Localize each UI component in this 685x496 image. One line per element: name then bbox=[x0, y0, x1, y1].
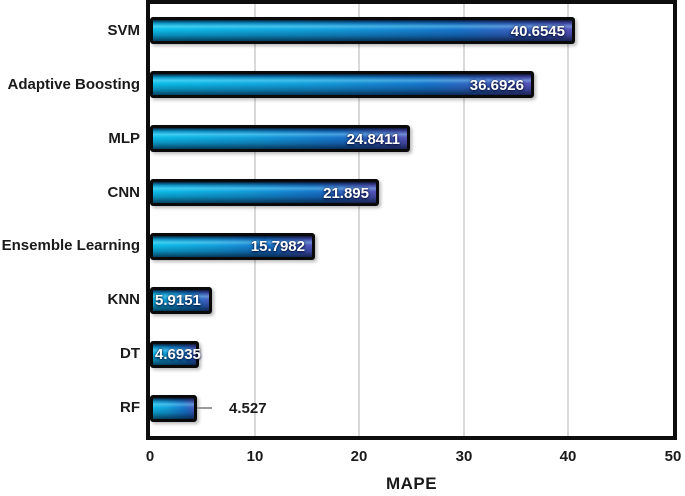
category-label-rf: RF bbox=[120, 399, 140, 417]
bar-value-label-knn: 5.9151 bbox=[155, 292, 201, 310]
plot-area bbox=[146, 0, 677, 440]
category-label-ensemble-learning: Ensemble Learning bbox=[1, 237, 140, 255]
gridline-30 bbox=[462, 4, 465, 436]
bar-value-label-adaptive-boosting: 36.6926 bbox=[469, 76, 524, 94]
bar-mlp bbox=[150, 125, 410, 152]
x-tick-label-0: 0 bbox=[145, 448, 155, 465]
category-label-dt: DT bbox=[120, 345, 140, 363]
error-whisker bbox=[197, 407, 212, 410]
bar-dt bbox=[150, 341, 199, 368]
bar-ensemble-learning bbox=[150, 233, 315, 260]
bar-adaptive-boosting bbox=[150, 71, 534, 98]
bar-value-label-svm: 40.6545 bbox=[510, 22, 565, 40]
category-label-mlp: MLP bbox=[108, 129, 140, 147]
category-label-svm: SVM bbox=[107, 21, 140, 39]
bar-value-label-cnn: 21.895 bbox=[323, 184, 369, 202]
x-tick-label-50: 50 bbox=[664, 448, 682, 465]
bar-svm bbox=[150, 17, 575, 44]
gridline-40 bbox=[567, 4, 570, 436]
x-tick-label-40: 40 bbox=[559, 448, 577, 465]
x-axis-title: MAPE bbox=[385, 474, 438, 493]
x-tick-label-20: 20 bbox=[350, 448, 368, 465]
bar-value-label-dt: 4.6935 bbox=[155, 346, 201, 364]
bar-value-label-mlp: 24.8411 bbox=[346, 130, 400, 148]
category-label-cnn: CNN bbox=[107, 183, 141, 201]
category-label-adaptive-boosting: Adaptive Boosting bbox=[7, 75, 140, 93]
bar-knn bbox=[150, 287, 212, 314]
bar-rf bbox=[150, 395, 197, 422]
x-tick-label-10: 10 bbox=[246, 448, 264, 465]
gridline-20 bbox=[358, 4, 361, 436]
bar-value-label-rf: 4.527 bbox=[229, 400, 267, 418]
x-tick-label-30: 30 bbox=[455, 448, 473, 465]
bar-cnn bbox=[150, 179, 379, 206]
category-label-knn: KNN bbox=[107, 291, 141, 309]
bar-value-label-ensemble-learning: 15.7982 bbox=[250, 238, 305, 256]
gridline-10 bbox=[253, 4, 256, 436]
